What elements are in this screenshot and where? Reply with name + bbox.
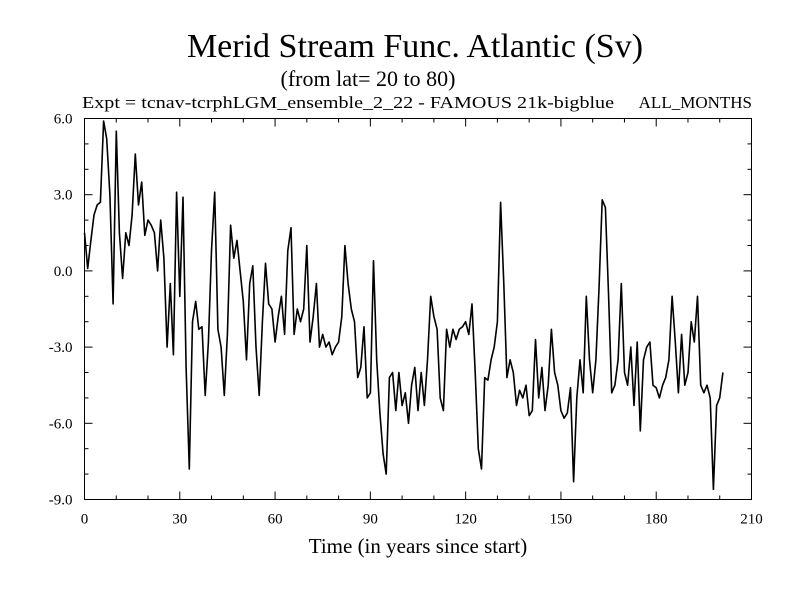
x-tick-label: 150 — [550, 512, 573, 528]
x-tick-label: 120 — [454, 512, 477, 528]
y-tick-label: -6.0 — [49, 416, 73, 432]
season-label: ALL_MONTHS — [639, 93, 752, 112]
y-tick-label: -3.0 — [49, 340, 73, 356]
y-tick-label: 6.0 — [54, 112, 73, 128]
x-tick-label: 60 — [268, 512, 283, 528]
x-tick-label: 90 — [363, 512, 378, 528]
chart-subtitle: (from lat= 20 to 80) — [281, 66, 456, 91]
experiment-label: Expt = tcnav-tcrphLGM_ensemble_2_22 - FA… — [82, 93, 614, 112]
x-axis-label: Time (in years since start) — [309, 534, 528, 558]
series-line — [83, 120, 724, 491]
x-tick-label: 30 — [172, 512, 187, 528]
x-tick-label: 0 — [81, 512, 89, 528]
y-tick-labels: 6.0 3.0 0.0 -3.0 -6.0 -9.0 — [49, 112, 73, 509]
y-tick-label: -9.0 — [49, 493, 73, 509]
plot-frame — [84, 118, 752, 500]
y-tick-label: 0.0 — [54, 264, 73, 280]
axis-ticks — [84, 118, 752, 500]
chart-title: Merid Stream Func. Atlantic (Sv) — [187, 28, 643, 65]
x-tick-labels: 0 30 60 90 120 150 180 210 — [81, 512, 763, 528]
y-tick-label: 3.0 — [54, 188, 73, 204]
x-tick-label: 210 — [740, 512, 763, 528]
x-tick-label: 180 — [645, 512, 668, 528]
